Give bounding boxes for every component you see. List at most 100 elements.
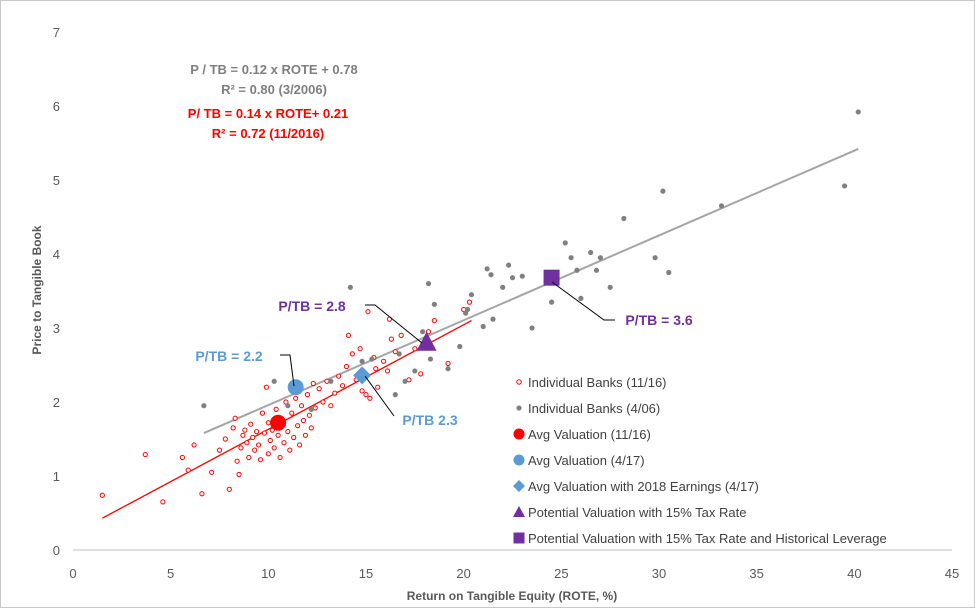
- data-point: [396, 351, 402, 357]
- data-point: [841, 183, 848, 189]
- data-point: [480, 323, 486, 330]
- y-tick-label: 1: [53, 469, 60, 484]
- data-point: [466, 299, 473, 305]
- leader-pt36: [551, 281, 615, 321]
- legend-label: Potential Valuation with 15% Tax Rate: [528, 505, 747, 520]
- legend-marker: [513, 532, 525, 544]
- data-point: [296, 442, 303, 448]
- data-point: [384, 368, 391, 374]
- gray-equation-line1: P / TB = 0.12 x ROTE + 0.78: [190, 62, 357, 77]
- leader-pt22: [280, 354, 295, 387]
- data-point: [388, 336, 394, 342]
- data-point: [621, 215, 627, 222]
- y-tick-label: 5: [53, 173, 60, 188]
- data-point: [199, 491, 205, 497]
- data-point: [718, 203, 725, 209]
- data-point: [185, 467, 191, 473]
- legend-marker: [516, 405, 522, 411]
- y-tick-label: 7: [53, 25, 60, 40]
- data-point: [201, 403, 207, 409]
- annotation-pt22: P/TB = 2.2: [195, 348, 263, 364]
- y-tick-label: 3: [53, 321, 60, 336]
- data-point: [369, 356, 375, 362]
- y-tick-label: 4: [53, 247, 60, 262]
- data-point: [509, 275, 516, 281]
- data-point: [291, 434, 297, 441]
- data-point: [392, 349, 398, 355]
- data-point: [287, 379, 304, 396]
- x-tick-label: 10: [261, 566, 275, 581]
- legend: Individual Banks (11/16) Individual Banks…: [513, 375, 887, 546]
- annotation-pt36: P/TB = 3.6: [625, 312, 693, 328]
- red-equation-line1: P/ TB = 0.14 x ROTE+ 0.21: [188, 106, 348, 121]
- data-point: [402, 378, 408, 384]
- data-point: [255, 442, 262, 448]
- annotation-pt23: P/TB 2.3: [402, 412, 457, 428]
- data-point: [160, 499, 166, 505]
- leader-pt23: [364, 375, 395, 417]
- x-tick-label: 0: [69, 566, 76, 581]
- data-point: [359, 358, 365, 364]
- annotation-pt28: P/TB = 2.8: [278, 298, 346, 314]
- data-point: [236, 471, 242, 478]
- data-point: [308, 425, 314, 431]
- data-point: [365, 309, 371, 315]
- data-point: [320, 399, 326, 405]
- data-point: [660, 188, 666, 194]
- data-point: [392, 392, 398, 398]
- data-point: [548, 299, 555, 305]
- data-point: [142, 451, 148, 458]
- data-point: [339, 383, 346, 389]
- data-point: [529, 325, 535, 331]
- data-point: [349, 351, 355, 357]
- data-point: [445, 360, 451, 367]
- data-point: [263, 384, 269, 390]
- data-point: [345, 332, 352, 338]
- data-point: [332, 390, 338, 396]
- data-point: [316, 386, 322, 392]
- y-tick-label: 0: [53, 543, 60, 558]
- x-tick-label: 5: [167, 566, 174, 581]
- data-point: [578, 295, 584, 301]
- data-point: [191, 442, 197, 448]
- data-point: [265, 420, 271, 426]
- data-point: [425, 329, 432, 335]
- data-point: [99, 492, 105, 498]
- x-tick-label: 25: [554, 566, 568, 581]
- y-axis-title: Price to Tangible Book: [30, 225, 44, 354]
- data-point: [242, 427, 248, 433]
- legend-label: Avg Valuation (11/16): [528, 427, 651, 442]
- data-point: [261, 430, 268, 436]
- trendline: [101, 320, 472, 519]
- legend-marker: [513, 454, 525, 466]
- legend-label: Avg Valuation (4/17): [528, 453, 645, 468]
- red-equation-line2: R² = 0.72 (11/2016): [212, 126, 324, 141]
- data-point: [267, 437, 273, 444]
- data-point: [490, 316, 496, 322]
- x-tick-label: 30: [652, 566, 666, 581]
- x-axis-title: Return on Tangible Equity (ROTE, %): [407, 589, 617, 603]
- data-point: [277, 454, 283, 461]
- data-point: [418, 371, 424, 377]
- data-point: [373, 366, 379, 372]
- data-point: [298, 403, 305, 409]
- data-point: [234, 458, 240, 464]
- data-point: [427, 356, 434, 362]
- leader-pt28: [365, 304, 423, 344]
- data-point: [271, 445, 277, 451]
- data-point: [431, 318, 437, 324]
- legend-label: Avg Valuation with 2018 Earnings (4/17): [528, 479, 759, 494]
- data-point: [275, 432, 281, 438]
- data-point: [281, 440, 287, 446]
- data-point: [232, 415, 238, 421]
- data-point: [179, 454, 185, 461]
- data-point: [468, 292, 475, 298]
- data-point: [431, 301, 437, 307]
- data-point: [425, 281, 432, 287]
- data-point: [293, 395, 299, 401]
- legend-label: Potential Valuation with 15% Tax Rate an…: [528, 531, 887, 546]
- data-point: [328, 378, 334, 384]
- x-tick-label: 45: [945, 566, 959, 581]
- data-point: [359, 388, 365, 394]
